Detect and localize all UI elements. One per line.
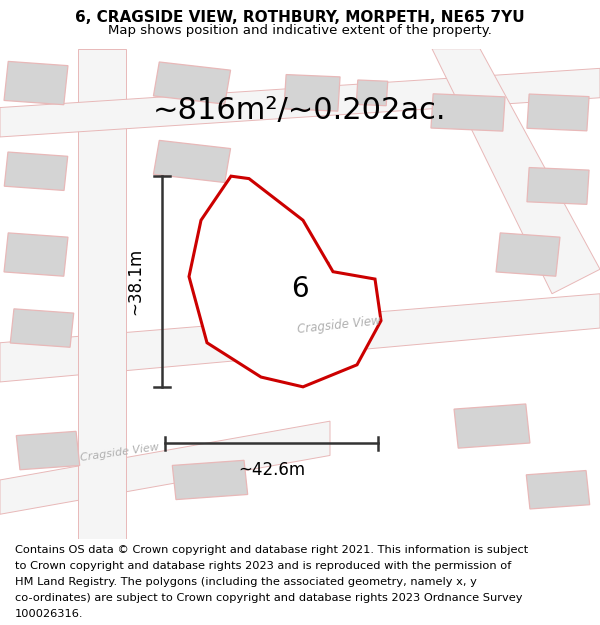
Polygon shape [284, 74, 340, 111]
Polygon shape [0, 294, 600, 382]
Polygon shape [0, 68, 600, 137]
Polygon shape [172, 460, 248, 499]
Text: Map shows position and indicative extent of the property.: Map shows position and indicative extent… [108, 24, 492, 36]
Polygon shape [247, 257, 329, 311]
Polygon shape [4, 233, 68, 276]
Text: to Crown copyright and database rights 2023 and is reproduced with the permissio: to Crown copyright and database rights 2… [15, 561, 511, 571]
Text: ~816m²/~0.202ac.: ~816m²/~0.202ac. [153, 96, 447, 124]
Polygon shape [496, 233, 560, 276]
Polygon shape [78, 49, 126, 539]
Text: ~42.6m: ~42.6m [238, 461, 305, 479]
Text: 6: 6 [291, 275, 309, 303]
Polygon shape [4, 61, 68, 105]
Polygon shape [154, 141, 230, 182]
Polygon shape [526, 471, 590, 509]
Text: Cragside View: Cragside View [80, 442, 160, 464]
Text: 6, CRAGSIDE VIEW, ROTHBURY, MORPETH, NE65 7YU: 6, CRAGSIDE VIEW, ROTHBURY, MORPETH, NE6… [75, 10, 525, 25]
Text: 100026316.: 100026316. [15, 609, 83, 619]
Polygon shape [10, 309, 74, 348]
Text: Contains OS data © Crown copyright and database right 2021. This information is : Contains OS data © Crown copyright and d… [15, 545, 528, 555]
Polygon shape [432, 49, 600, 294]
Text: co-ordinates) are subject to Crown copyright and database rights 2023 Ordnance S: co-ordinates) are subject to Crown copyr… [15, 592, 523, 602]
Polygon shape [356, 80, 388, 106]
Text: Cragside View: Cragside View [296, 315, 382, 336]
Polygon shape [189, 176, 381, 387]
Polygon shape [527, 94, 589, 131]
Text: HM Land Registry. The polygons (including the associated geometry, namely x, y: HM Land Registry. The polygons (includin… [15, 577, 477, 587]
Polygon shape [527, 168, 589, 204]
Polygon shape [4, 152, 68, 191]
Polygon shape [154, 62, 230, 104]
Text: ~38.1m: ~38.1m [126, 248, 144, 315]
Polygon shape [16, 431, 80, 470]
Polygon shape [431, 94, 505, 131]
Polygon shape [454, 404, 530, 448]
Polygon shape [0, 421, 330, 514]
